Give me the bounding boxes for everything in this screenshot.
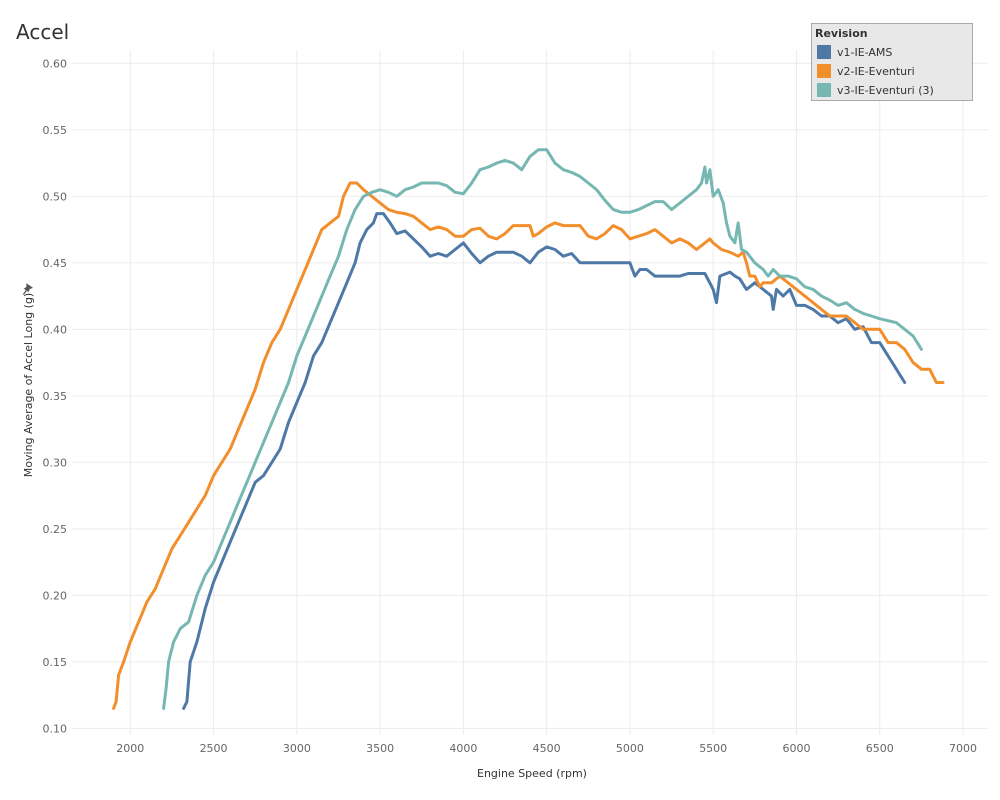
series-line-3[interactable]	[162, 148, 923, 710]
legend: Revision v1-IE-AMS v2-IE-Eventuri v3-IE-…	[811, 23, 973, 101]
x-tick-label: 4000	[449, 742, 477, 755]
x-tick-label: 5500	[699, 742, 727, 755]
x-tick-label: 2500	[200, 742, 228, 755]
chart-title: Accel	[16, 20, 70, 44]
x-tick-label: 2000	[116, 742, 144, 755]
series-line-1[interactable]	[182, 212, 907, 710]
y-tick-label: 0.25	[43, 523, 68, 536]
y-axis-title: Moving Average of Accel Long (g)	[22, 293, 35, 477]
y-tick-label: 0.10	[43, 722, 68, 735]
x-tick-label: 5000	[616, 742, 644, 755]
legend-title: Revision	[815, 27, 868, 40]
legend-item-v3[interactable]: v3-IE-Eventuri (3)	[817, 82, 934, 98]
y-tick-label: 0.35	[43, 390, 68, 403]
legend-swatch	[817, 45, 831, 59]
x-axis-title: Engine Speed (rpm)	[477, 767, 587, 780]
y-tick-label: 0.45	[43, 257, 68, 270]
legend-swatch	[817, 64, 831, 78]
y-tick-label: 0.30	[43, 456, 68, 469]
x-tick-label: 3000	[283, 742, 311, 755]
legend-item-v1[interactable]: v1-IE-AMS	[817, 44, 892, 60]
axis-ticks: 2000 2500 3000 3500 4000 4500 5000 5500 6000 6500…	[43, 57, 978, 755]
pin-icon[interactable]	[20, 283, 33, 297]
gridlines	[72, 50, 988, 735]
x-tick-label: 3500	[366, 742, 394, 755]
y-tick-label: 0.60	[43, 57, 68, 70]
y-tick-label: 0.55	[43, 124, 68, 137]
y-tick-label: 0.15	[43, 656, 68, 669]
x-tick-label: 4500	[533, 742, 561, 755]
x-tick-label: 7000	[949, 742, 977, 755]
legend-item-v2[interactable]: v2-IE-Eventuri	[817, 63, 915, 79]
y-tick-label: 0.50	[43, 190, 68, 203]
series-line-2[interactable]	[112, 181, 945, 710]
x-tick-label: 6500	[866, 742, 894, 755]
y-tick-label: 0.20	[43, 589, 68, 602]
legend-label: v2-IE-Eventuri	[837, 64, 915, 78]
legend-swatch	[817, 83, 831, 97]
y-tick-label: 0.40	[43, 323, 68, 336]
legend-label: v1-IE-AMS	[837, 45, 893, 59]
series-lines	[112, 148, 945, 710]
x-tick-label: 6000	[782, 742, 810, 755]
legend-label: v3-IE-Eventuri (3)	[837, 83, 934, 97]
